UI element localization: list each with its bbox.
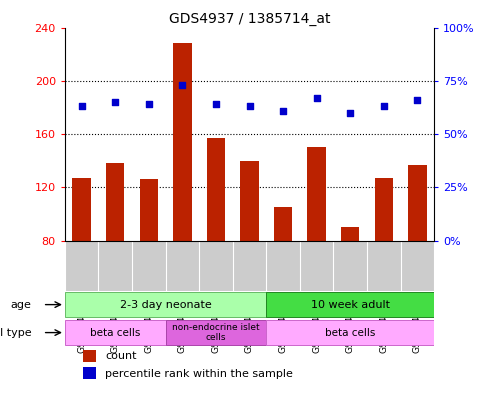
Bar <box>173 44 192 241</box>
Point <box>145 101 153 107</box>
Point <box>111 99 119 105</box>
Bar <box>274 208 292 241</box>
Point <box>313 95 321 101</box>
Text: non-endocrine islet
cells: non-endocrine islet cells <box>172 323 260 342</box>
Text: count: count <box>105 351 137 361</box>
Text: beta cells: beta cells <box>90 328 140 338</box>
Text: 10 week adult: 10 week adult <box>311 299 390 310</box>
Text: percentile rank within the sample: percentile rank within the sample <box>105 369 293 378</box>
Bar <box>207 138 225 241</box>
Point <box>178 82 186 88</box>
Text: 2-3 day neonate: 2-3 day neonate <box>120 299 212 310</box>
Bar <box>65 320 166 345</box>
Bar <box>140 179 158 241</box>
Bar <box>266 320 434 345</box>
Text: age: age <box>11 299 31 310</box>
Bar <box>72 178 91 241</box>
Bar <box>307 147 326 241</box>
Bar <box>83 350 96 362</box>
Bar <box>375 178 393 241</box>
Bar <box>106 163 124 241</box>
Text: cell type: cell type <box>0 328 31 338</box>
Point <box>78 103 86 110</box>
Bar <box>166 320 266 345</box>
Point <box>346 110 354 116</box>
Point <box>246 103 253 110</box>
Point <box>380 103 388 110</box>
Bar <box>408 165 427 241</box>
Point <box>212 101 220 107</box>
Bar <box>341 227 359 241</box>
Bar <box>266 292 434 317</box>
Point <box>413 97 421 103</box>
Bar <box>240 161 258 241</box>
Bar <box>65 292 266 317</box>
Point <box>279 108 287 114</box>
Bar <box>83 367 96 380</box>
Text: beta cells: beta cells <box>325 328 375 338</box>
Title: GDS4937 / 1385714_at: GDS4937 / 1385714_at <box>169 13 330 26</box>
